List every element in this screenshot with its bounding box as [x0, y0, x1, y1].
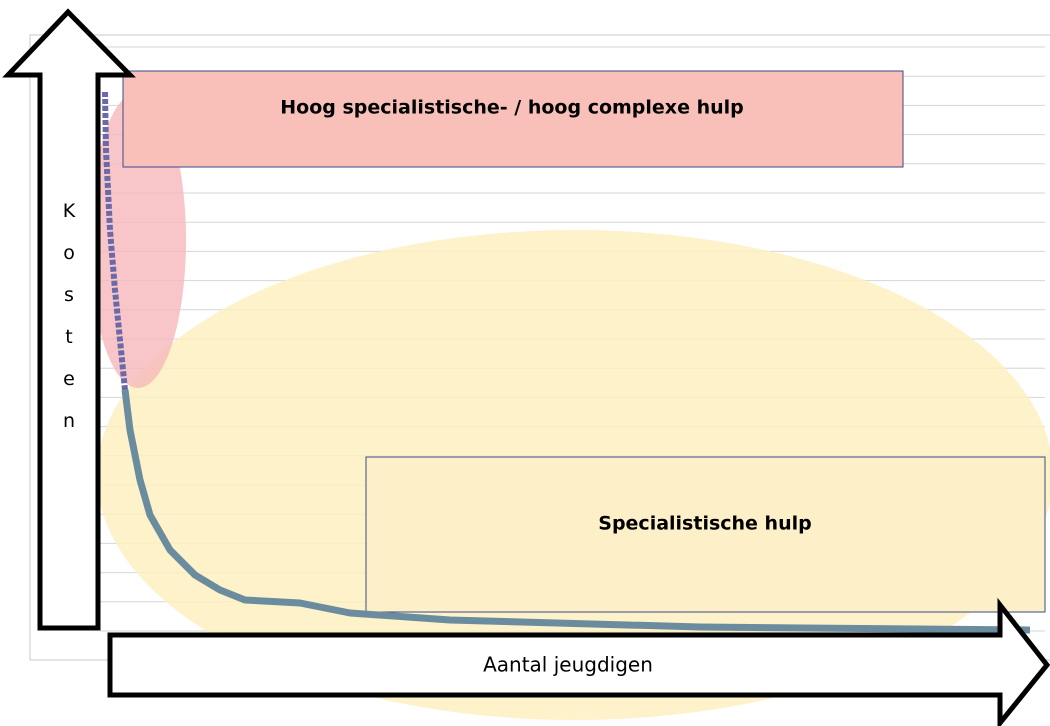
- curve: [121, 389, 1031, 634]
- y-arrow: [2, 8, 136, 631]
- high-box: [122, 70, 904, 168]
- special-label: Specialistische hulp: [598, 513, 811, 535]
- x-arrow: [107, 597, 1050, 726]
- curve-top: [102, 91, 128, 391]
- high-label: Hoog specialistische- / hoog complexe hu…: [280, 97, 743, 119]
- y-label: Kosten: [58, 200, 80, 452]
- x-label: Aantal jeugdigen: [483, 653, 653, 677]
- special-box: [365, 456, 1046, 613]
